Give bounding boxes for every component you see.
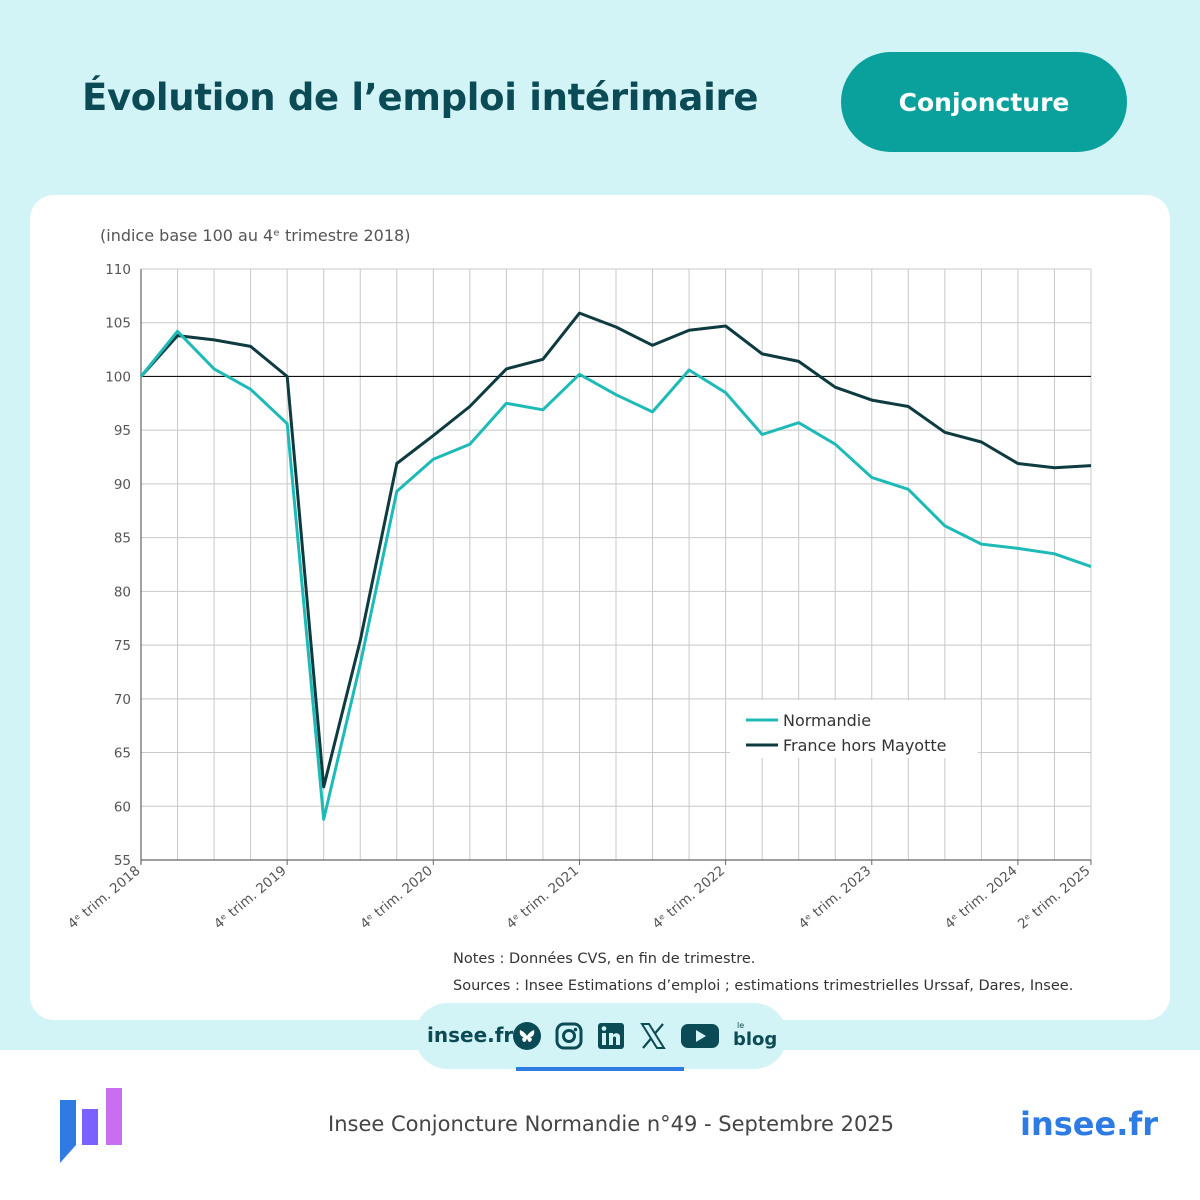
- linkedin-icon[interactable]: [597, 1022, 625, 1050]
- conjoncture-badge[interactable]: Conjoncture: [841, 52, 1127, 152]
- x-tick-label: 4ᵉ trim. 2021: [503, 863, 582, 933]
- page-title: Évolution de l’emploi intérimaire: [82, 76, 759, 119]
- social-site-link[interactable]: insee.fr: [427, 1023, 514, 1047]
- footer-publication: Insee Conjoncture Normandie n°49 - Septe…: [328, 1112, 895, 1136]
- y-tick-label: 70: [114, 692, 131, 708]
- social-bar: insee.fr le blog: [415, 1003, 787, 1069]
- x-tick-label: 4ᵉ trim. 2020: [357, 863, 436, 933]
- legend-label: France hors Mayotte: [783, 736, 946, 755]
- y-tick-label: 90: [114, 477, 131, 493]
- line-chart: (indice base 100 au 4ᵉ trimestre 2018) 55…: [65, 226, 1094, 933]
- sources-text: Sources : Insee Estimations d’emploi ; e…: [453, 978, 1074, 994]
- y-tick-label: 105: [105, 316, 131, 332]
- series-line-france-hors-mayotte: [139, 311, 1092, 789]
- notes-text: Notes : Données CVS, en fin de trimestre…: [453, 951, 756, 967]
- y-tick-label: 80: [114, 584, 131, 600]
- y-tick-label: 100: [105, 369, 131, 385]
- social-bar-underline: [516, 1067, 684, 1071]
- svg-text:le: le: [737, 1021, 744, 1030]
- x-tick-label: 4ᵉ trim. 2019: [211, 863, 290, 933]
- legend-box: [730, 700, 978, 758]
- x-tick-label: 4ᵉ trim. 2022: [650, 863, 729, 933]
- instagram-icon[interactable]: [555, 1022, 583, 1050]
- chart-card: (indice base 100 au 4ᵉ trimestre 2018) 55…: [30, 195, 1170, 1020]
- y-tick-label: 85: [114, 531, 131, 547]
- bluesky-icon[interactable]: [513, 1022, 541, 1050]
- legend-label: Normandie: [783, 711, 871, 730]
- blog-icon[interactable]: le blog: [731, 1017, 777, 1053]
- y-tick-label: 110: [105, 262, 131, 278]
- y-tick-label: 60: [114, 799, 131, 815]
- blog-label: blog: [733, 1029, 777, 1050]
- x-tick-label: 2ᵉ trim. 2025: [1015, 863, 1094, 933]
- y-axis-title: (indice base 100 au 4ᵉ trimestre 2018): [100, 226, 410, 245]
- footer-site-link[interactable]: insee.fr: [1020, 1105, 1159, 1143]
- y-tick-label: 65: [114, 746, 131, 762]
- insee-logo: [60, 1088, 122, 1163]
- series-line-normandie: [139, 329, 1092, 821]
- x-tick-label: 4ᵉ trim. 2023: [796, 863, 875, 933]
- y-tick-label: 55: [114, 853, 131, 869]
- x-icon[interactable]: [639, 1022, 667, 1050]
- x-tick-label: 4ᵉ trim. 2018: [65, 863, 144, 933]
- y-tick-label: 95: [114, 423, 131, 439]
- chart-notes: Notes : Données CVS, en fin de trimestre…: [453, 946, 1073, 1000]
- youtube-icon[interactable]: [681, 1022, 719, 1050]
- y-tick-label: 75: [114, 638, 131, 654]
- x-tick-label: 4ᵉ trim. 2024: [942, 863, 1021, 933]
